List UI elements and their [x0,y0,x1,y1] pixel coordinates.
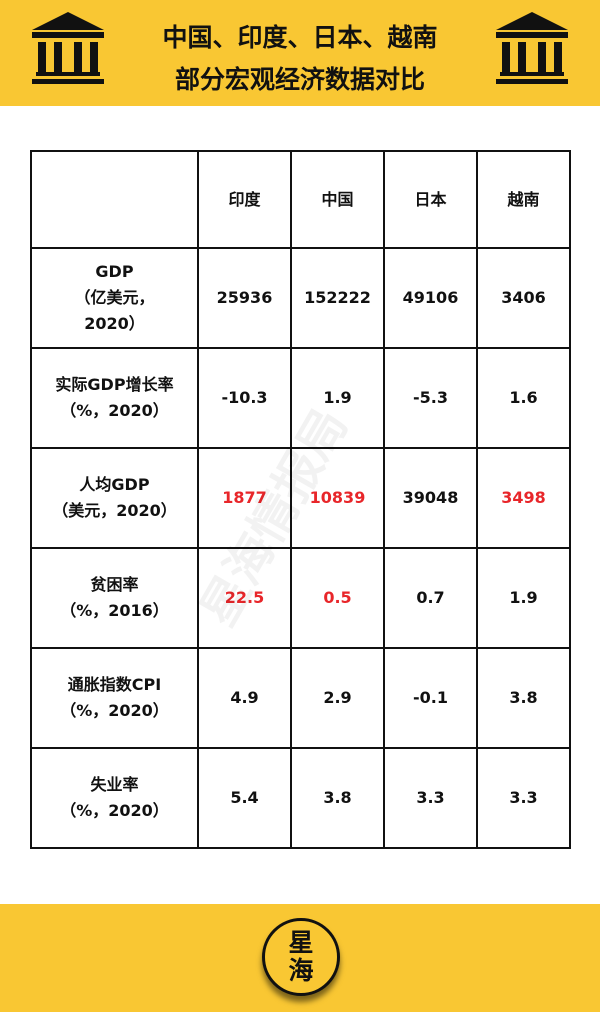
row-label-line: 实际GDP增长率 [55,375,174,394]
table-row: 实际GDP增长率 （%，2020） -10.3 1.9 -5.3 1.6 [30,347,571,449]
brand-logo: 星 海 [262,918,340,996]
row-label-line: 失业率 [90,775,139,794]
row-label-line: （亿美元， [74,288,155,307]
row-label-line: 人均GDP [79,475,150,494]
row-label-line: （%，2020） [60,801,169,820]
header-cell: 印度 [197,150,292,249]
value-cell: -0.1 [383,647,478,749]
row-label: 失业率 （%，2020） [30,747,199,849]
header-cell [30,150,199,249]
value-cell: 4.9 [197,647,292,749]
value-cell: 1.9 [290,347,385,449]
header-cell: 中国 [290,150,385,249]
value-cell: 3498 [476,447,571,549]
row-label: 通胀指数CPI （%，2020） [30,647,199,749]
row-label-line: （%，2020） [60,401,169,420]
value-cell: 49106 [383,247,478,349]
value-cell: 3.8 [290,747,385,849]
value-cell: 3.8 [476,647,571,749]
comparison-table: 印度 中国 日本 越南 GDP （亿美元， 2020） 25936 152222 4910… [30,150,571,849]
value-cell: 25936 [197,247,292,349]
row-label-line: （美元，2020） [52,501,177,520]
bank-building-icon [32,12,104,84]
row-label-line: （%，2016） [60,601,169,620]
row-label-line: 贫困率 [90,575,139,594]
value-cell: -5.3 [383,347,478,449]
logo-char: 星 [288,928,314,957]
title-line-1: 中国、印度、日本、越南 [162,23,438,52]
value-cell: 0.7 [383,547,478,649]
value-cell: 5.4 [197,747,292,849]
value-cell: 3406 [476,247,571,349]
table-row: GDP （亿美元， 2020） 25936 152222 49106 3406 [30,247,571,349]
header-cell: 越南 [476,150,571,249]
value-cell: 2.9 [290,647,385,749]
row-label: GDP （亿美元， 2020） [30,247,199,349]
title-line-2: 部分宏观经济数据对比 [174,65,425,94]
value-cell: 3.3 [476,747,571,849]
logo-char: 海 [288,956,314,985]
table-header-row: 印度 中国 日本 越南 [30,150,571,249]
value-cell: -10.3 [197,347,292,449]
row-label-line: （%，2020） [60,701,169,720]
table-row: 贫困率 （%，2016） 22.5 0.5 0.7 1.9 [30,547,571,649]
value-cell: 22.5 [197,547,292,649]
row-label: 贫困率 （%，2016） [30,547,199,649]
table-row: 通胀指数CPI （%，2020） 4.9 2.9 -0.1 3.8 [30,647,571,749]
header-banner: 中国、印度、日本、越南 部分宏观经济数据对比 [0,0,600,106]
bank-building-icon [496,12,568,84]
value-cell: 3.3 [383,747,478,849]
header-cell: 日本 [383,150,478,249]
value-cell: 152222 [290,247,385,349]
value-cell: 1.6 [476,347,571,449]
row-label: 实际GDP增长率 （%，2020） [30,347,199,449]
row-label-line: 2020） [84,314,145,333]
row-label-line: 通胀指数CPI [67,675,162,694]
value-cell: 39048 [383,447,478,549]
row-label: 人均GDP （美元，2020） [30,447,199,549]
table-row: 人均GDP （美元，2020） 1877 10839 39048 3498 [30,447,571,549]
value-cell: 0.5 [290,547,385,649]
value-cell: 1.9 [476,547,571,649]
row-label-line: GDP [95,262,134,281]
table-row: 失业率 （%，2020） 5.4 3.8 3.3 3.3 [30,747,571,849]
value-cell: 10839 [290,447,385,549]
value-cell: 1877 [197,447,292,549]
